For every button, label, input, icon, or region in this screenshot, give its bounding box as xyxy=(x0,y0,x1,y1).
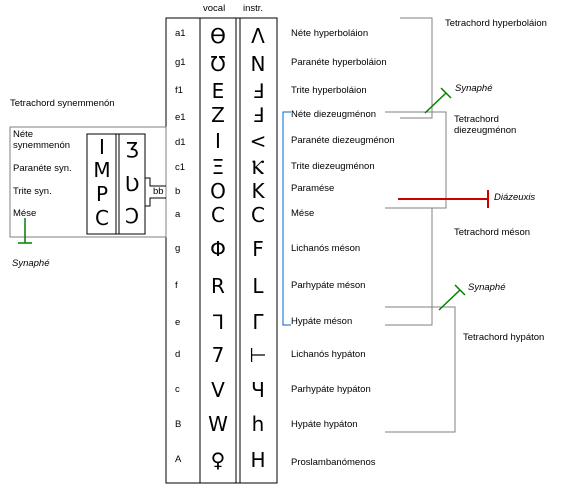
pitch-label: d1 xyxy=(175,137,186,148)
synemmenon-outer-frame xyxy=(9,126,167,238)
pitch-label: B xyxy=(175,419,182,430)
instr-glyph: L xyxy=(252,274,264,298)
pitch-label: a1 xyxy=(175,28,186,39)
vocal-glyph: Ο xyxy=(210,179,226,203)
pitch-label: g xyxy=(175,243,181,254)
note-name: Trite hyperboláion xyxy=(291,85,367,96)
bb-connector-bottom xyxy=(145,197,166,207)
vocal-glyph: R xyxy=(211,274,225,298)
vocal-glyph: Ξ xyxy=(211,155,225,179)
instr-glyph: Ⅎ xyxy=(252,79,264,103)
synemmenon-trite-label: Trite syn. xyxy=(13,186,52,197)
instr-glyph: F xyxy=(252,237,264,261)
synemmenon-instr-glyph: Ͻ xyxy=(124,204,140,228)
instr-glyph: Γ xyxy=(252,310,264,334)
vocal-glyph: Ι xyxy=(215,129,221,153)
instr-glyph: h xyxy=(251,412,265,436)
vocal-glyph: Φ xyxy=(210,237,226,261)
note-name: Hypáte hypáton xyxy=(291,419,358,430)
synemmenon-vocal-glyph: P xyxy=(95,182,109,206)
synemmenon-instr-glyph: Ʋ xyxy=(124,172,140,196)
main-table-frame xyxy=(165,17,278,484)
vocal-glyph: ϴ xyxy=(210,24,226,48)
pitch-label: c xyxy=(175,384,180,395)
tetrachord-synemmenon-label: Tetrachord synemmenón xyxy=(10,98,115,109)
note-name: Néte hyperboláion xyxy=(291,28,369,39)
bracket-diezeugmenon xyxy=(385,111,447,209)
pitch-label: A xyxy=(175,454,182,465)
pitch-label: f1 xyxy=(175,85,183,96)
synaphe-left-label: Synaphé xyxy=(12,258,50,269)
note-name: Parhypáte méson xyxy=(291,280,366,291)
bb-label: bb xyxy=(153,186,164,197)
instr-glyph: Ч xyxy=(251,378,265,402)
tetrachord-hyperbolaion-label: Tetrachord hyperboláion xyxy=(445,18,547,29)
pitch-label: d xyxy=(175,349,181,360)
note-name: Trite diezeugménon xyxy=(291,161,375,172)
vocal-glyph: Ζ xyxy=(211,103,225,127)
note-name: Parhypáte hypáton xyxy=(291,384,371,395)
note-name: Paranéte diezeugménon xyxy=(291,135,395,146)
note-name: Paramése xyxy=(291,183,335,194)
column-header-vocal: vocal xyxy=(203,3,226,14)
vocal-glyph: Ʊ xyxy=(210,52,226,76)
synemmenon-paranete-label: Paranéte syn. xyxy=(13,163,72,174)
vocal-glyph: ♀ xyxy=(210,448,226,472)
note-name: Hypáte méson xyxy=(291,316,353,327)
note-name: Mése xyxy=(291,208,315,219)
bracket-hypaton xyxy=(385,306,456,433)
synemmenon-instr-glyph: Ʒ xyxy=(125,138,139,162)
pitch-label: e xyxy=(175,317,181,328)
synaphe-top-line xyxy=(424,92,447,114)
vocal-glyph: 7 xyxy=(211,343,225,367)
synaphe-top-bar xyxy=(440,87,452,99)
note-name: Lichanós hypáton xyxy=(291,349,366,360)
synaphe-mid-bar xyxy=(454,284,466,296)
instr-glyph: Ⲕ xyxy=(251,155,265,179)
vocal-glyph: Ε xyxy=(211,79,225,103)
column-header-instr: instr. xyxy=(243,3,264,14)
instr-glyph: ⊢ xyxy=(249,343,267,367)
pitch-label: g1 xyxy=(175,57,186,68)
instr-glyph: H xyxy=(250,448,266,472)
bracket-blue xyxy=(282,111,291,326)
bb-connector-top xyxy=(145,177,166,187)
bracket-meson xyxy=(385,207,433,326)
instr-glyph: Ν xyxy=(250,52,266,76)
vocal-glyph: V xyxy=(211,378,225,402)
synaphe-mid-label: Synaphé xyxy=(468,282,506,293)
synaphe-top-label: Synaphé xyxy=(455,83,493,94)
bracket-hyperbolaion xyxy=(400,17,433,119)
vocal-glyph: ᒣ xyxy=(211,310,225,334)
instr-glyph: K xyxy=(251,179,265,203)
instr-glyph: C xyxy=(251,203,265,227)
pitch-label: a xyxy=(175,209,181,220)
synaphe-mid-line xyxy=(438,289,461,311)
tetrachord-diezeugmenon-label: Tetrachord diezeugménon xyxy=(454,114,517,136)
note-name: Néte diezeugménon xyxy=(291,109,377,120)
vocal-glyph: C xyxy=(211,203,225,227)
note-name: Proslambanómenos xyxy=(291,457,376,468)
vocal-glyph: W xyxy=(208,412,228,436)
note-name: Paranéte hyperboláion xyxy=(291,57,387,68)
synemmenon-vocal-glyph: C xyxy=(95,206,109,230)
instr-glyph: < xyxy=(249,129,267,153)
diazeuxis-label: Diázeuxis xyxy=(494,192,536,203)
synemmenon-nete-label: Néte synemmenón xyxy=(13,129,71,151)
synemmenon-mese-label: Mése xyxy=(13,208,37,219)
synemmenon-vocal-glyph: Μ xyxy=(93,158,111,182)
instr-glyph: Ʌ xyxy=(251,24,265,48)
note-name: Lichanós méson xyxy=(291,243,361,254)
synemmenon-vocal-glyph: Ι xyxy=(99,135,105,159)
tetrachord-hypaton-label: Tetrachord hypáton xyxy=(463,332,545,343)
tetrachord-meson-label: Tetrachord méson xyxy=(454,227,531,238)
pitch-label: b xyxy=(175,186,181,197)
pitch-label: e1 xyxy=(175,112,186,123)
pitch-label: f xyxy=(175,280,178,291)
instr-glyph: Ⅎ xyxy=(252,103,264,127)
pitch-label: c1 xyxy=(175,162,186,173)
